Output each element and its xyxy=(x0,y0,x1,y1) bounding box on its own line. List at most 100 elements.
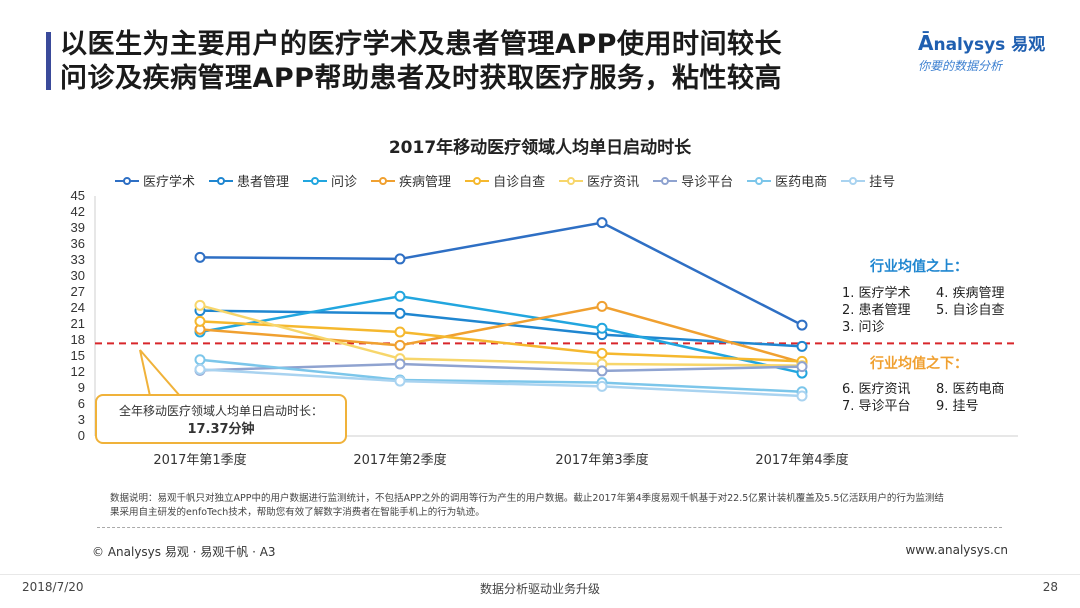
series-line-医疗学术 xyxy=(199,221,803,327)
data-point xyxy=(596,380,608,392)
data-point xyxy=(394,290,406,302)
y-tick-label: 36 xyxy=(71,236,85,251)
page-title-line2: 问诊及疾病管理APP帮助患者及时获取医疗服务，粘性较高 xyxy=(60,63,782,94)
legend-swatch xyxy=(841,176,866,186)
data-note-line2: 果采用自主研发的enfoTech技术，帮助您有效了解数字消费者在智能手机上的行为… xyxy=(110,507,485,518)
data-point xyxy=(394,358,406,370)
average-callout: 全年移动医疗领域人均单日启动时长： 17.37分钟 xyxy=(95,394,347,444)
data-note: 数据说明：易观千帆只对独立APP中的用户数据进行监测统计，不包括APP之外的调用… xyxy=(110,492,1010,520)
legend-label: 医疗资讯 xyxy=(587,175,640,190)
data-point xyxy=(194,363,206,375)
data-point xyxy=(596,365,608,377)
y-tick-label: 12 xyxy=(71,364,85,379)
above-average-list: 1. 医疗学术 4. 疾病管理 2. 患者管理 5. 自诊自查 3. 问诊 xyxy=(842,285,1005,336)
y-tick-label: 39 xyxy=(71,220,85,235)
analysys-logo: Ānalysys 易观 你要的数据分析 xyxy=(918,30,1068,74)
data-point xyxy=(394,307,406,319)
above-item: 4. 疾病管理 xyxy=(936,286,1005,301)
legend-swatch xyxy=(653,176,678,186)
legend-label: 导诊平台 xyxy=(681,175,734,190)
legend-marker xyxy=(661,176,670,185)
legend-swatch xyxy=(371,176,396,186)
above-average-title: 行业均值之上： xyxy=(870,259,968,275)
legend-marker xyxy=(311,176,320,185)
series-line-疾病管理 xyxy=(199,305,803,364)
above-item: 1. 医疗学术 xyxy=(842,286,911,301)
legend-label: 医药电商 xyxy=(775,175,828,190)
y-tick-label: 3 xyxy=(78,412,85,427)
x-tick-label: 2017年第2季度 xyxy=(353,452,446,468)
chart-title: 2017年移动医疗领域人均单日启动时长 xyxy=(388,138,692,158)
legend-label: 挂号 xyxy=(869,175,896,190)
legend-swatch xyxy=(209,176,234,186)
legend-item: 医疗资讯 xyxy=(559,171,639,190)
y-tick-label: 30 xyxy=(71,268,85,283)
data-point xyxy=(394,326,406,338)
data-point xyxy=(194,315,206,327)
series-line-自诊自查 xyxy=(199,320,803,363)
series-line-问诊 xyxy=(199,294,803,375)
bottom-bar xyxy=(0,574,1080,608)
legend-swatch xyxy=(115,176,139,186)
copyright: © Analysys 易观 · 易观千帆 · A3 xyxy=(92,545,276,559)
legend-label: 医疗学术 xyxy=(143,175,196,190)
above-item: 2. 患者管理 xyxy=(842,303,911,318)
logo-main-text: nalysys 易观 xyxy=(933,35,1046,55)
website-link[interactable]: www.analysys.cn xyxy=(905,543,1008,557)
data-point xyxy=(596,347,608,359)
y-tick-label: 24 xyxy=(71,300,85,315)
y-tick-label: 0 xyxy=(78,428,85,443)
divider xyxy=(97,527,1002,528)
data-point xyxy=(796,340,808,352)
logo-main: Ānalysys 易观 xyxy=(918,31,1046,55)
page-title: 以医生为主要用户的医疗学术及患者管理APP使用时间较长 问诊及疾病管理APP帮助… xyxy=(60,28,782,96)
below-average-title: 行业均值之下： xyxy=(870,356,968,372)
legend-item: 挂号 xyxy=(841,171,895,190)
callout-text: 全年移动医疗领域人均单日启动时长： xyxy=(118,404,323,418)
data-point xyxy=(596,217,608,229)
legend-marker xyxy=(217,176,226,185)
legend-item: 患者管理 xyxy=(209,171,289,190)
y-tick-label: 9 xyxy=(78,380,85,395)
below-average-list: 6. 医疗资讯 8. 医药电商 7. 导诊平台 9. 挂号 xyxy=(842,381,1005,415)
x-tick-label: 2017年第3季度 xyxy=(555,452,648,468)
chart-legend: 医疗学术 患者管理 问诊 疾病管理 自诊自查 医疗资讯 导诊平台 医药电商 挂号 xyxy=(115,171,895,190)
series-line-医疗资讯 xyxy=(199,304,803,367)
y-tick-label: 42 xyxy=(71,204,85,219)
x-tick-label: 2017年第4季度 xyxy=(755,452,848,468)
series-line-导诊平台 xyxy=(199,362,803,373)
legend-swatch xyxy=(559,176,584,186)
y-tick-label: 6 xyxy=(78,396,85,411)
legend-marker xyxy=(123,176,131,185)
legend-marker xyxy=(473,176,482,185)
below-item: 8. 医药电商 xyxy=(936,382,1005,397)
data-point xyxy=(394,253,406,265)
data-point xyxy=(596,322,608,334)
legend-item: 医疗学术 xyxy=(115,171,195,190)
page-number: 28 xyxy=(1042,580,1058,594)
legend-item: 导诊平台 xyxy=(653,171,733,190)
callout-value: 17.37分钟 xyxy=(187,422,255,437)
legend-label: 疾病管理 xyxy=(399,175,452,190)
callout-pointer xyxy=(139,349,183,397)
page-title-line1: 以医生为主要用户的医疗学术及患者管理APP使用时间较长 xyxy=(60,29,782,60)
below-item: 6. 医疗资讯 xyxy=(842,382,911,397)
legend-swatch xyxy=(303,176,328,186)
data-point xyxy=(194,251,206,263)
data-point xyxy=(596,300,608,312)
y-tick-label: 18 xyxy=(71,332,85,347)
legend-marker xyxy=(567,176,576,185)
data-point xyxy=(796,361,808,373)
data-point xyxy=(796,319,808,331)
data-point xyxy=(394,375,406,387)
above-item: 3. 问诊 xyxy=(842,320,885,335)
below-item: 7. 导诊平台 xyxy=(842,399,911,414)
legend-label: 患者管理 xyxy=(237,175,290,190)
slide-date: 2018/7/20 xyxy=(22,580,84,594)
y-tick-label: 21 xyxy=(71,316,85,331)
data-point xyxy=(796,390,808,402)
data-point xyxy=(194,354,206,366)
legend-marker xyxy=(379,176,388,185)
slide-tagline: 数据分析驱动业务升级 xyxy=(479,582,600,596)
